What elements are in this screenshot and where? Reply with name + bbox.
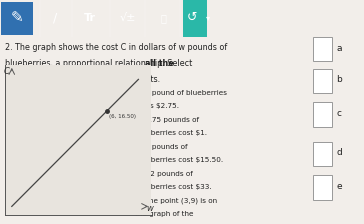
Text: c: c [337,109,341,118]
Text: ▾: ▾ [206,13,210,22]
Text: blueberries cost $15.50.: blueberries cost $15.50. [135,157,223,163]
FancyBboxPatch shape [313,102,332,127]
FancyBboxPatch shape [313,142,332,166]
Text: C: C [3,67,9,76]
Text: true statements.: true statements. [93,75,161,84]
Text: E) The point (3,9) is on: E) The point (3,9) is on [135,197,218,204]
Text: B) 2.75 pounds of: B) 2.75 pounds of [135,116,199,123]
Text: /: / [53,11,57,24]
Text: all the: all the [145,59,174,68]
Text: b: b [337,75,342,84]
FancyBboxPatch shape [313,37,332,61]
Text: blueberries cost $33.: blueberries cost $33. [135,184,212,190]
Text: ✎: ✎ [11,10,23,25]
FancyBboxPatch shape [313,69,332,93]
Text: √±: √± [120,13,136,23]
Text: a: a [337,44,342,53]
Text: 2. The graph shows the cost C in dollars of w pounds of: 2. The graph shows the cost C in dollars… [5,43,227,52]
Text: Tr: Tr [84,13,96,23]
Text: A) 1 pound of blueberries: A) 1 pound of blueberries [135,89,228,96]
Text: e: e [337,182,342,191]
Text: d: d [337,149,342,157]
Text: blueberries cost $1.: blueberries cost $1. [135,130,207,136]
Text: costs $2.75.: costs $2.75. [135,103,179,109]
Circle shape [183,0,207,224]
Text: C) 5 pounds of: C) 5 pounds of [135,143,188,150]
Text: blueberries, a proportional relationship. Select: blueberries, a proportional relationship… [5,59,194,68]
Text: the graph of the: the graph of the [135,211,194,217]
Text: (6, 16.50): (6, 16.50) [109,114,136,119]
FancyBboxPatch shape [313,175,332,200]
FancyBboxPatch shape [1,2,33,35]
Text: D) 12 pounds of: D) 12 pounds of [135,170,193,177]
Text: ↺: ↺ [187,11,197,24]
Text: w: w [146,204,153,213]
Text: 🖉: 🖉 [160,13,166,23]
